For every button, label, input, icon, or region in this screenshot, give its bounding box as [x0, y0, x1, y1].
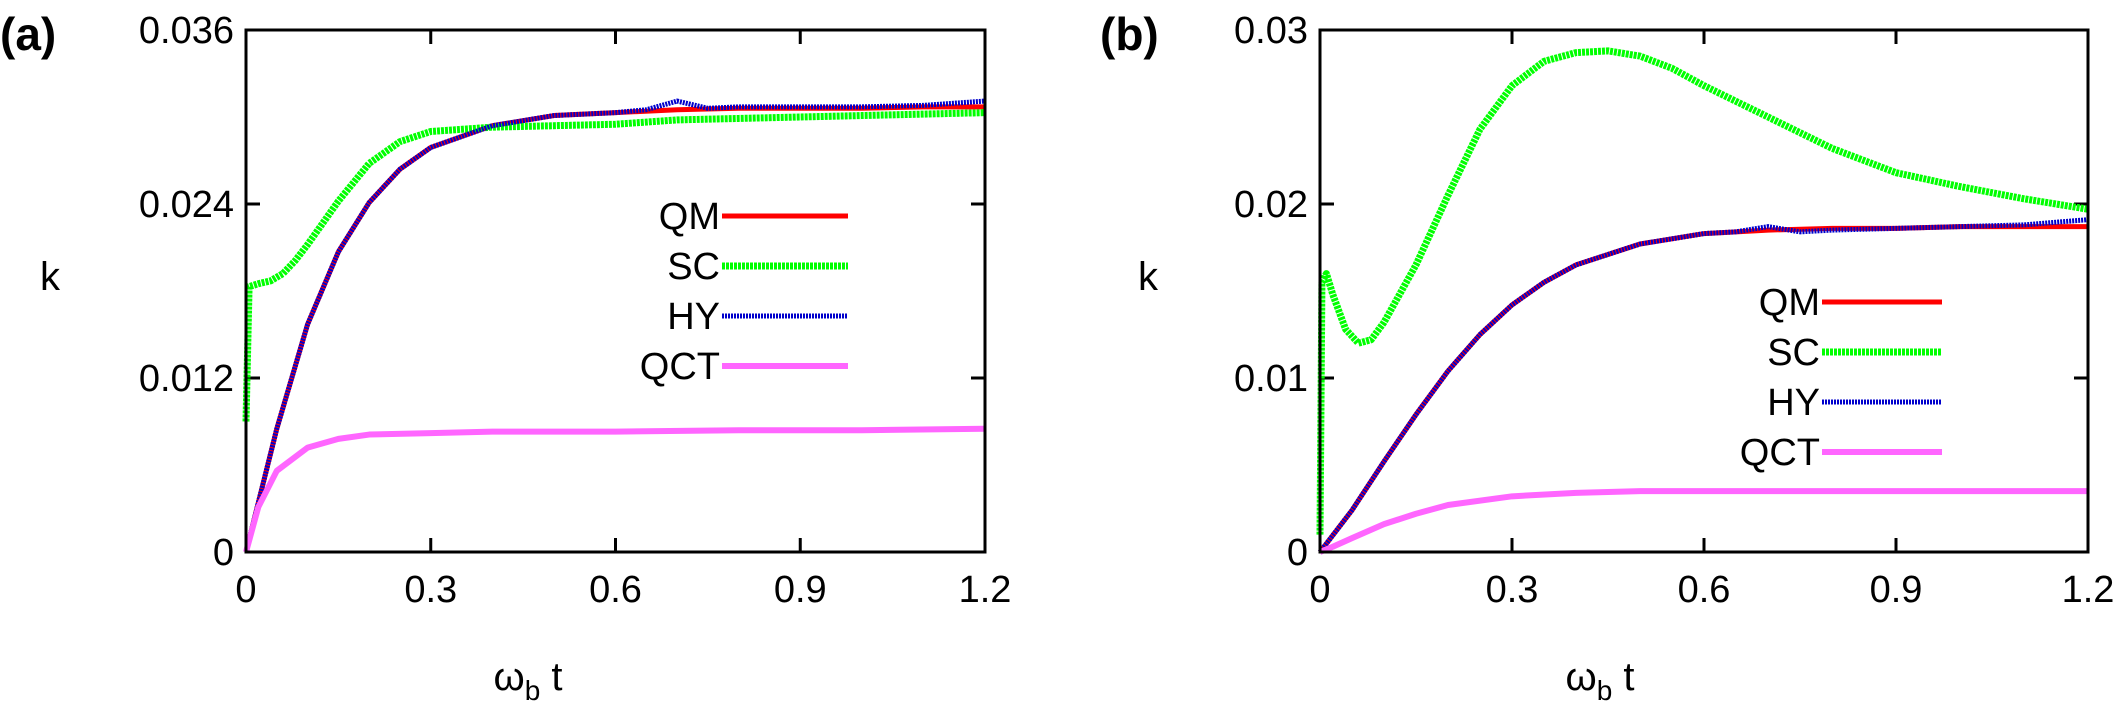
x-tick-label: 0.6 — [1678, 569, 1731, 611]
series-line-qct — [243, 425, 986, 553]
series-line-sc — [242, 109, 986, 422]
series-line-sc — [1316, 47, 2089, 535]
y-tick-label: 0.024 — [139, 184, 234, 226]
series-line-hy — [1318, 217, 2089, 554]
legend: QM SC HY QCT — [640, 196, 848, 388]
series-lines — [242, 98, 986, 553]
legend-label: QM — [1759, 282, 1820, 324]
y-tick-label: 0.036 — [139, 10, 234, 52]
y-tick-label: 0.012 — [139, 358, 234, 400]
legend-label: QCT — [1740, 432, 1820, 474]
y-tick-label: 0.03 — [1234, 10, 1308, 52]
y-tick-label: 0 — [1287, 532, 1308, 574]
legend-label: HY — [1767, 382, 1820, 424]
x-tick-label: 0.3 — [404, 569, 457, 611]
y-tick-label: 0.02 — [1234, 184, 1308, 226]
legend-label: QCT — [640, 346, 720, 388]
series-line-hy — [243, 98, 986, 553]
series-line-qct — [1318, 488, 2088, 555]
x-axis-label-tail: t — [540, 655, 562, 699]
panel-label: (a) — [0, 8, 56, 60]
legend-label: SC — [667, 246, 720, 288]
legend-label: HY — [667, 296, 720, 338]
y-tick-label: 0.01 — [1234, 358, 1308, 400]
x-axis-label: ωb t — [1565, 655, 1634, 706]
series-line-qm — [243, 104, 985, 553]
x-tick-label: 0 — [1309, 569, 1330, 611]
axis-ticks — [1318, 28, 2090, 554]
y-axis-label: k — [40, 255, 61, 299]
x-axis-label-main: ω — [493, 655, 524, 699]
legend-label: QM — [659, 196, 720, 238]
x-axis-label-sub: b — [1597, 675, 1613, 706]
x-axis-label-sub: b — [525, 675, 541, 706]
x-tick-label: 0 — [235, 569, 256, 611]
series-lines — [1316, 47, 2089, 555]
y-axis-label: k — [1138, 255, 1159, 299]
tick-labels: 0 0.3 0.6 0.9 1.2 0 0.01 0.02 0.03 — [1234, 10, 2114, 611]
y-tick-label: 0 — [213, 532, 234, 574]
x-tick-label: 0.9 — [774, 569, 827, 611]
plot-frame — [1318, 28, 2090, 554]
panel-label: (b) — [1100, 8, 1159, 60]
plot-frame — [244, 28, 987, 554]
x-axis-label: ωb t — [493, 655, 562, 706]
x-tick-label: 0.3 — [1486, 569, 1539, 611]
x-tick-label: 1.2 — [2062, 569, 2115, 611]
x-axis-label-main: ω — [1565, 655, 1596, 699]
chart-panel-a: (a) k ωb t 0 0.3 0.6 0.9 1.2 0 0.012 0.024 0.036… — [0, 8, 1011, 706]
legend: QM SC HY QCT — [1740, 282, 1942, 474]
x-tick-label: 0.9 — [1870, 569, 1923, 611]
x-tick-label: 0.6 — [589, 569, 642, 611]
x-tick-label: 1.2 — [959, 569, 1012, 611]
chart-panel-b: (b) k ωb t 0 0.3 0.6 0.9 1.2 0 0.01 0.02 0.03 QM… — [1100, 8, 2114, 706]
tick-labels: 0 0.3 0.6 0.9 1.2 0 0.012 0.024 0.036 — [139, 10, 1012, 611]
legend-label: SC — [1767, 332, 1820, 374]
x-axis-label-tail: t — [1612, 655, 1634, 699]
